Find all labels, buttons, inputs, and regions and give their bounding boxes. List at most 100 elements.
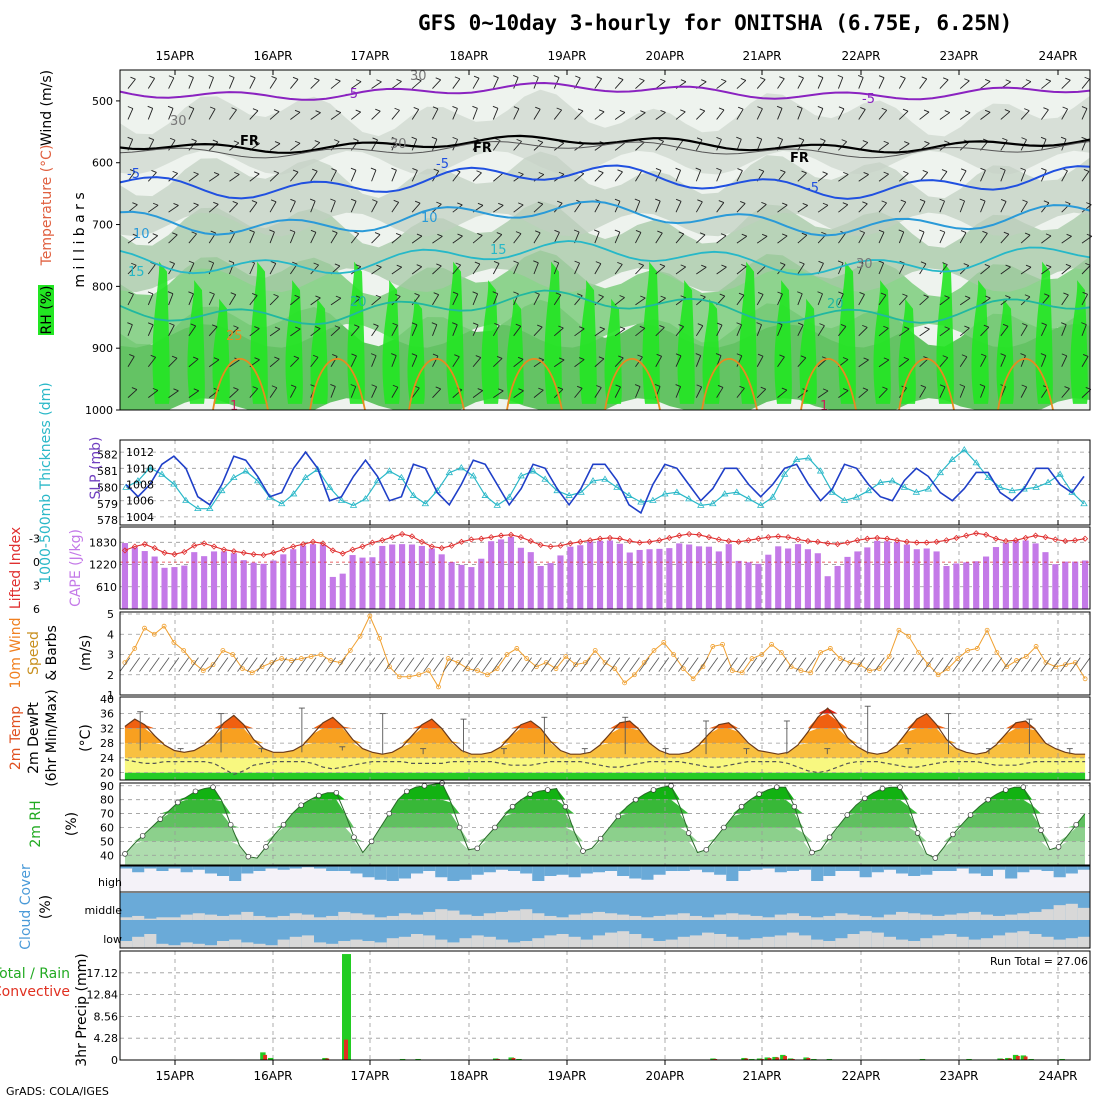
wind-barb-10m (178, 657, 190, 672)
wind-barb-flag (960, 230, 967, 233)
low-cloud-bar (883, 936, 896, 948)
wind-barb-flag (842, 388, 849, 392)
slp-thickness-panel: 101210101008100610045825815805795781000-… (38, 382, 1091, 584)
wind-side-label: Wind (m/s) (39, 70, 55, 146)
wind-barb-flag (842, 202, 848, 206)
top-date-label: 17APR (350, 49, 389, 63)
middle-cloud-bar (301, 914, 314, 920)
wind-barb-flag (313, 262, 319, 266)
wind-barb (919, 328, 930, 337)
cape-bar (943, 565, 950, 609)
wind-barb (554, 359, 565, 368)
wind-barb-flag (922, 170, 928, 173)
rh-point (633, 796, 639, 803)
rh-plume (152, 261, 170, 404)
precip-total-bar (919, 1058, 926, 1060)
wind-barb-flag (980, 353, 987, 357)
wind-barb (817, 108, 824, 120)
wind-barb-flag (372, 199, 378, 203)
wind-barb (614, 297, 625, 306)
high-cloud-bar (1041, 866, 1054, 871)
wind-barb-flag (252, 386, 258, 390)
wind-barb-10m (962, 657, 973, 672)
wind-barb (269, 143, 281, 151)
wind-barb-10m (1060, 657, 1071, 672)
wind-barb-flag (1045, 264, 1052, 268)
low-cloud-bar (617, 931, 630, 948)
wind-barb (492, 108, 499, 120)
lifted-index-point (181, 548, 188, 556)
wind-barb (635, 80, 645, 89)
wind-speed-point (210, 662, 216, 668)
lifted-index-point (547, 543, 554, 550)
rh-plume (544, 261, 562, 404)
rh-point (139, 833, 146, 839)
wind-barb-flag (188, 260, 195, 264)
high-cloud-bar (883, 866, 896, 870)
precip-tick-label: 12.84 (87, 989, 119, 1002)
wind-barb (310, 232, 317, 244)
wind-barb-flag (396, 264, 402, 268)
wind-barb-10m (511, 657, 523, 672)
thickness-point (996, 483, 1004, 490)
thickness-side-label: 1000-500mb Thickness (dm) (38, 382, 54, 583)
wind-barb (574, 388, 583, 398)
lifted-index-point (498, 532, 505, 539)
wind-barb-10m (393, 657, 405, 672)
wind-barb-flag (1043, 200, 1050, 204)
wind-barb (472, 172, 482, 182)
wind-barb (797, 108, 803, 120)
thickness-point (218, 486, 226, 494)
wind-barb-flag (437, 233, 443, 237)
wind-barb (655, 265, 666, 275)
wind-barb-flag (452, 136, 458, 140)
rh-tick-label: 60 (100, 821, 114, 834)
rh-shading-band (120, 89, 1090, 175)
cape-bar (270, 560, 277, 609)
wind-barb-flag (452, 291, 459, 295)
low-cloud-bar (629, 934, 642, 948)
lifted-index-point (577, 538, 584, 545)
wind-barb-flag (330, 198, 336, 202)
wind-barb-flag (315, 110, 321, 114)
slp-tick-label: 1004 (126, 511, 154, 524)
wind-barb (432, 108, 439, 120)
wind-barb-flag (535, 106, 541, 110)
wind-barb (919, 201, 926, 213)
cape-bar (379, 545, 386, 609)
wind-barb (472, 293, 479, 306)
wind-barb (675, 201, 682, 213)
middle-cloud-bar (168, 917, 181, 920)
wind-barb-flag (454, 354, 460, 358)
thickness-point (170, 480, 178, 487)
wind-barb-flag (355, 295, 362, 299)
wind-barb-flag (472, 291, 478, 295)
wind-barb-flag (983, 324, 990, 328)
thickness-point (1032, 483, 1040, 490)
wind-barb (371, 201, 378, 213)
wind-barb-flag (634, 384, 641, 387)
wind-barb (858, 203, 868, 213)
high-cloud-bar (144, 866, 157, 869)
thickness-tick-label: 580 (97, 481, 118, 494)
wind-barb-flag (208, 74, 214, 78)
cape-bar (1052, 564, 1059, 609)
wind-barb-flag (883, 140, 889, 144)
wind-barb-10m (580, 657, 591, 672)
middle-cloud-bar (265, 917, 278, 920)
wind-barb (736, 324, 742, 336)
wind-barb-flag (837, 260, 844, 264)
temp-tick-label: 28 (100, 737, 114, 750)
wind-barb-10m (442, 657, 454, 672)
wind-barb (330, 327, 341, 337)
high-cloud-bar (750, 866, 763, 870)
wind-barb (858, 389, 869, 398)
wind-barb (432, 139, 438, 151)
wind-barb (919, 358, 929, 368)
wind-barb-10m (501, 657, 513, 672)
cape-bar (220, 551, 227, 609)
wind-barb (168, 234, 178, 244)
high-cloud-bar (265, 866, 278, 869)
wind-barb-flag (355, 109, 361, 113)
low-cloud-bar (217, 941, 230, 948)
